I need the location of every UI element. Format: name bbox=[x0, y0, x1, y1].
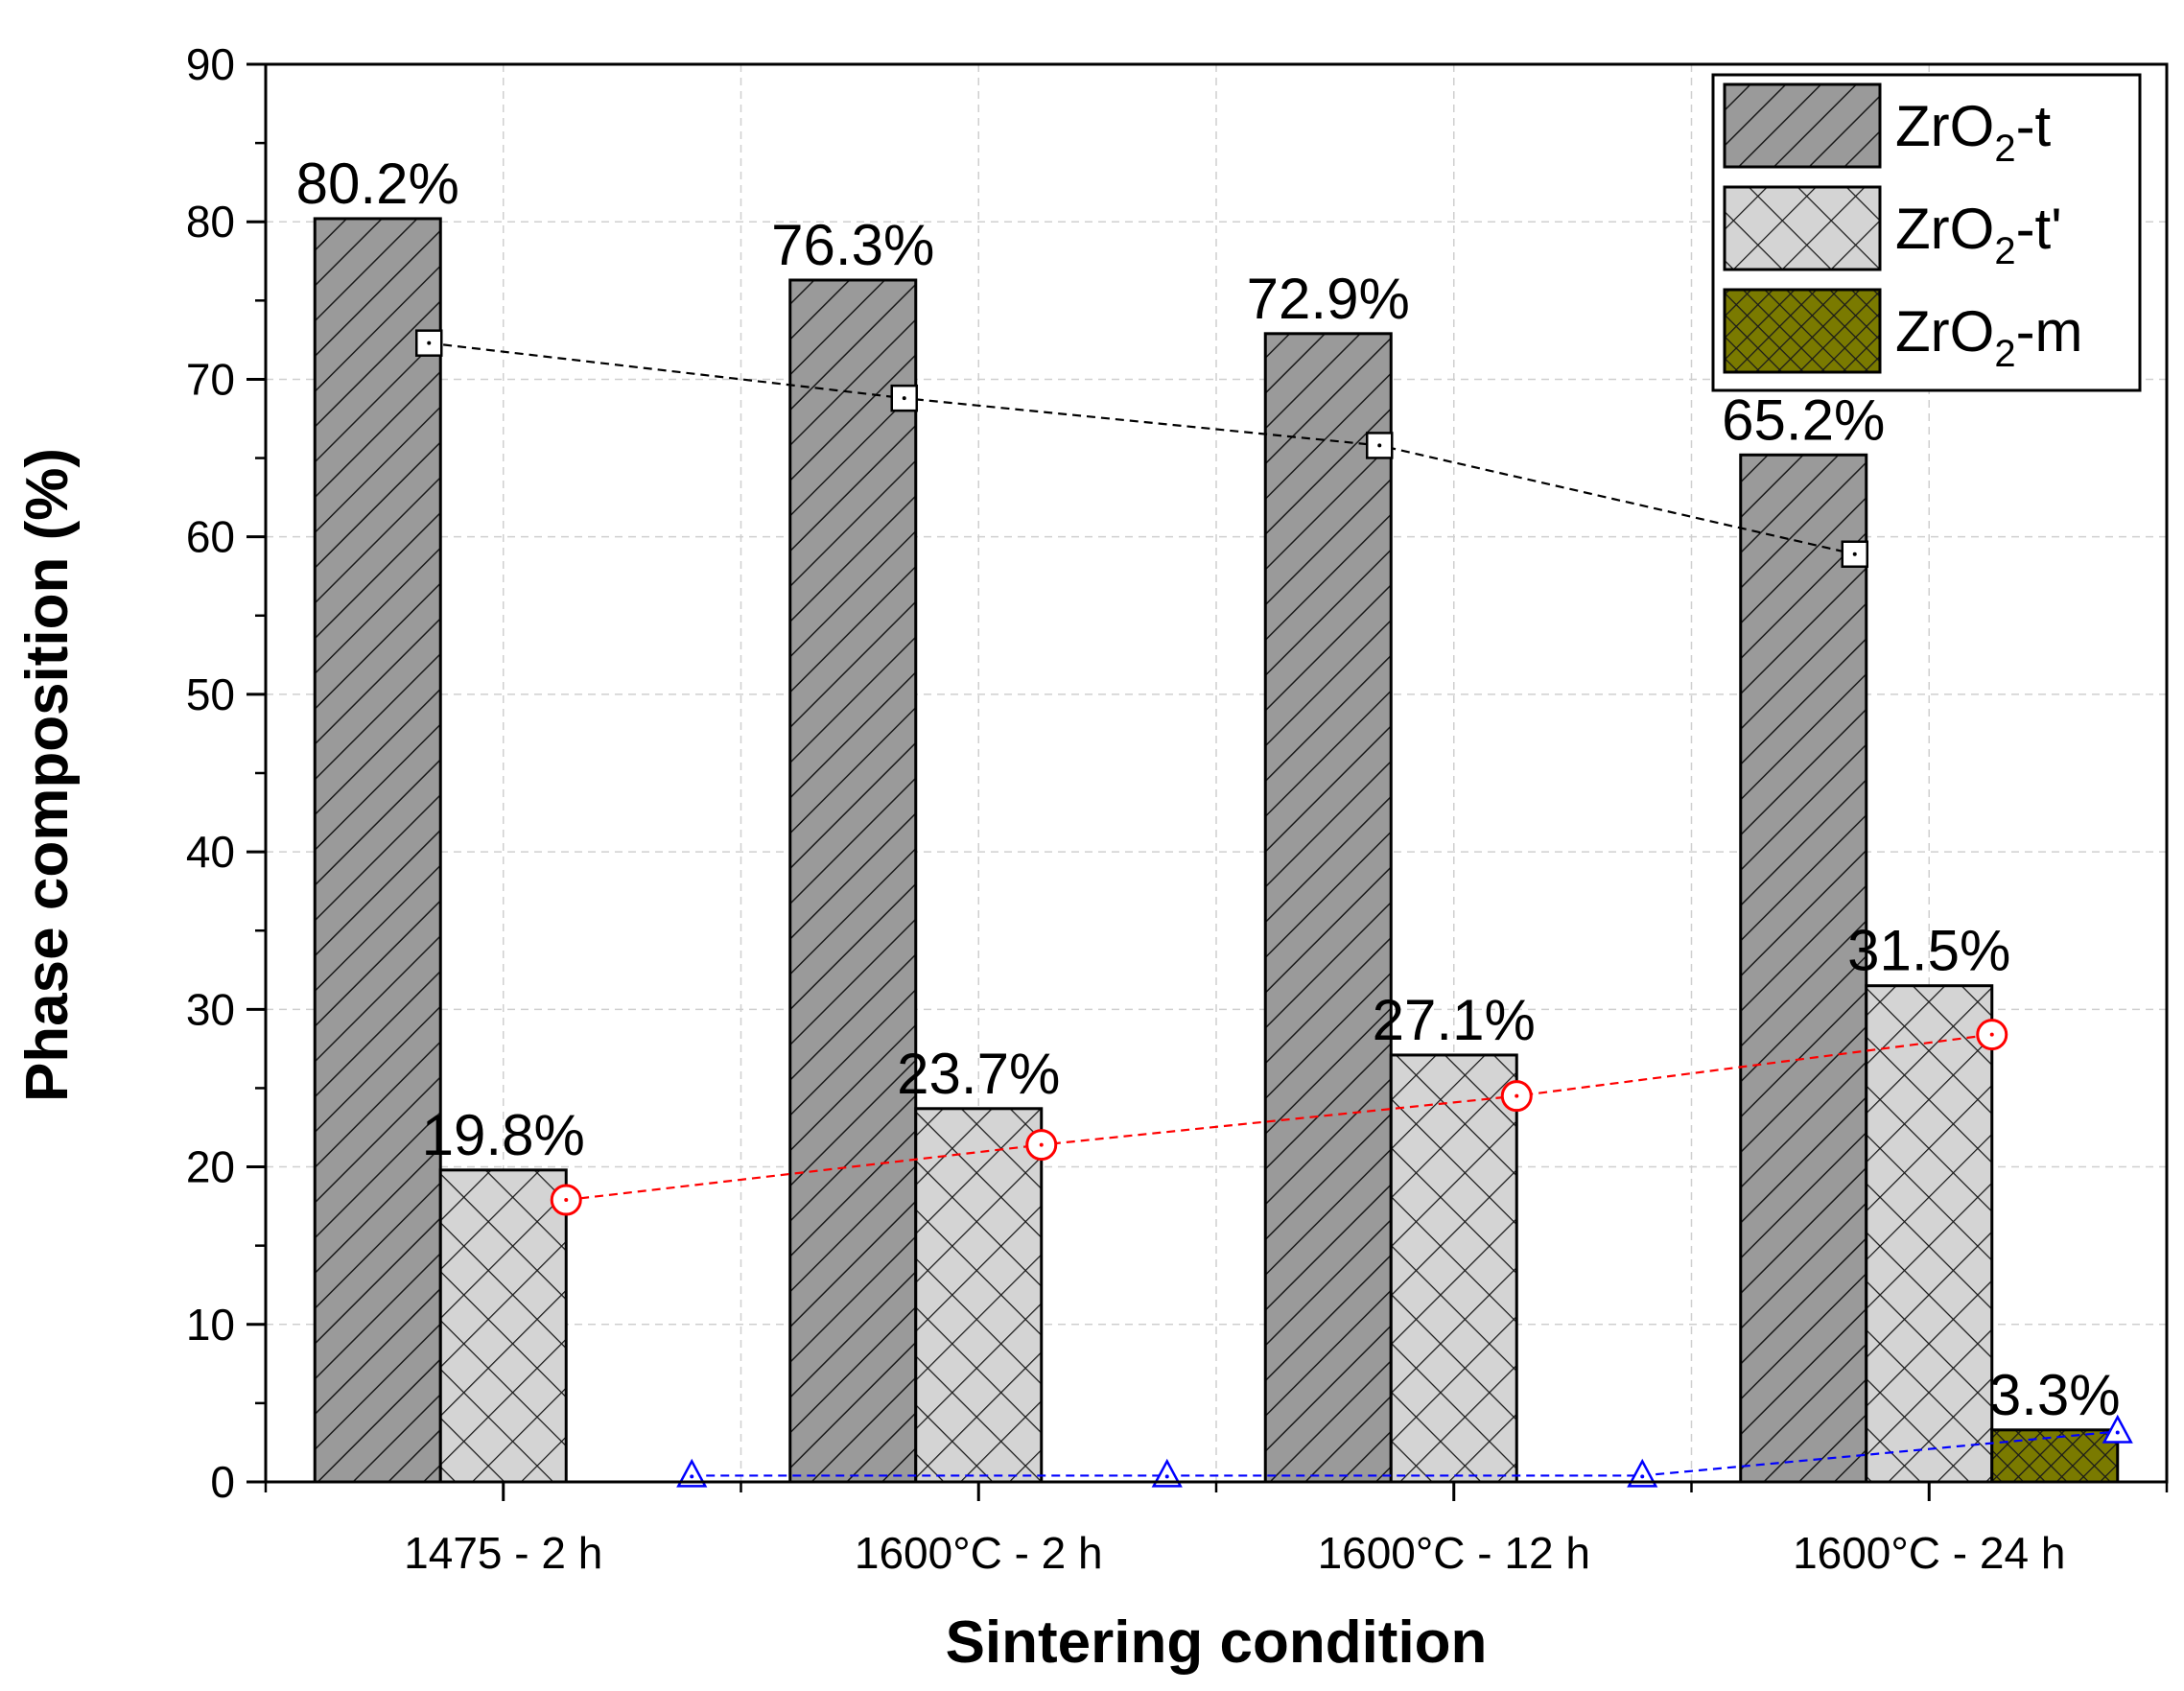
data-label: 76.3% bbox=[771, 213, 934, 277]
trend-marker-dot bbox=[427, 341, 432, 345]
trend-marker-triangle bbox=[1627, 1458, 1658, 1488]
bar-m-3 bbox=[1990, 1428, 2120, 1484]
legend-swatch bbox=[1723, 288, 1882, 374]
bar-t-0 bbox=[438, 1168, 568, 1484]
y-tick-label: 30 bbox=[186, 984, 235, 1034]
y-tick-label: 90 bbox=[186, 39, 235, 89]
bar-t-2 bbox=[1389, 1053, 1518, 1484]
trend-marker-dot bbox=[2115, 1430, 2120, 1435]
x-tick-label: 1475 - 2 h bbox=[404, 1528, 602, 1578]
data-label: 19.8% bbox=[422, 1103, 585, 1167]
trend-marker-dot bbox=[1164, 1474, 1169, 1479]
y-tick-label: 40 bbox=[186, 827, 235, 877]
trend-marker-dot bbox=[690, 1474, 694, 1479]
trend-marker-triangle bbox=[676, 1458, 708, 1488]
trend-marker-dot bbox=[1377, 443, 1382, 448]
data-label: 31.5% bbox=[1847, 919, 2010, 983]
data-label: 27.1% bbox=[1373, 988, 1536, 1052]
data-label: 80.2% bbox=[296, 152, 459, 216]
bar-t-1 bbox=[788, 278, 918, 1484]
trend-line-square bbox=[429, 341, 1855, 555]
data-label: 65.2% bbox=[1722, 388, 1885, 452]
x-tick-label: 1600°C - 12 h bbox=[1318, 1528, 1590, 1578]
y-tick-label: 20 bbox=[186, 1142, 235, 1192]
trend-line-circle bbox=[566, 1033, 1992, 1202]
y-tick-label: 10 bbox=[186, 1300, 235, 1350]
y-tick-label: 0 bbox=[210, 1457, 235, 1507]
y-axis-title: Phase composition (%) bbox=[14, 448, 81, 1102]
bar-t-1 bbox=[914, 1107, 1044, 1484]
trend-marker-dot bbox=[1640, 1474, 1645, 1479]
bar-t-3 bbox=[1865, 984, 1994, 1484]
trend-marker-dot bbox=[902, 396, 906, 401]
x-axis-title: Sintering condition bbox=[946, 1609, 1488, 1676]
trend-marker-triangle bbox=[1151, 1458, 1183, 1488]
y-tick-label: 80 bbox=[186, 197, 235, 247]
legend-label: ZrO2-m bbox=[1895, 299, 2083, 375]
y-tick-label: 60 bbox=[186, 512, 235, 562]
data-label: 23.7% bbox=[897, 1042, 1060, 1106]
data-label: 3.3% bbox=[1989, 1363, 2121, 1427]
trend-marker-triangle bbox=[2102, 1414, 2133, 1444]
legend-label: ZrO2-t bbox=[1895, 94, 2052, 170]
y-tick-label: 70 bbox=[186, 354, 235, 404]
legend-swatch bbox=[1723, 185, 1882, 271]
bar-t-0 bbox=[313, 217, 442, 1484]
legend-label: ZrO2-t' bbox=[1895, 197, 2062, 272]
data-label: 72.9% bbox=[1247, 267, 1410, 331]
legend-swatch bbox=[1723, 82, 1882, 169]
trend-marker-dot bbox=[1852, 552, 1857, 556]
y-tick-label: 50 bbox=[186, 669, 235, 719]
bar-t-3 bbox=[1739, 453, 1868, 1484]
trend-marker-dot bbox=[1039, 1142, 1044, 1147]
trend-marker-dot bbox=[564, 1198, 569, 1203]
trend-marker-dot bbox=[1515, 1093, 1519, 1098]
bar-t-2 bbox=[1263, 332, 1393, 1484]
x-tick-label: 1600°C - 24 h bbox=[1793, 1528, 2065, 1578]
trend-line-triangle bbox=[692, 1430, 2118, 1477]
x-tick-label: 1600°C - 2 h bbox=[855, 1528, 1103, 1578]
trend-marker-dot bbox=[1989, 1032, 1994, 1037]
